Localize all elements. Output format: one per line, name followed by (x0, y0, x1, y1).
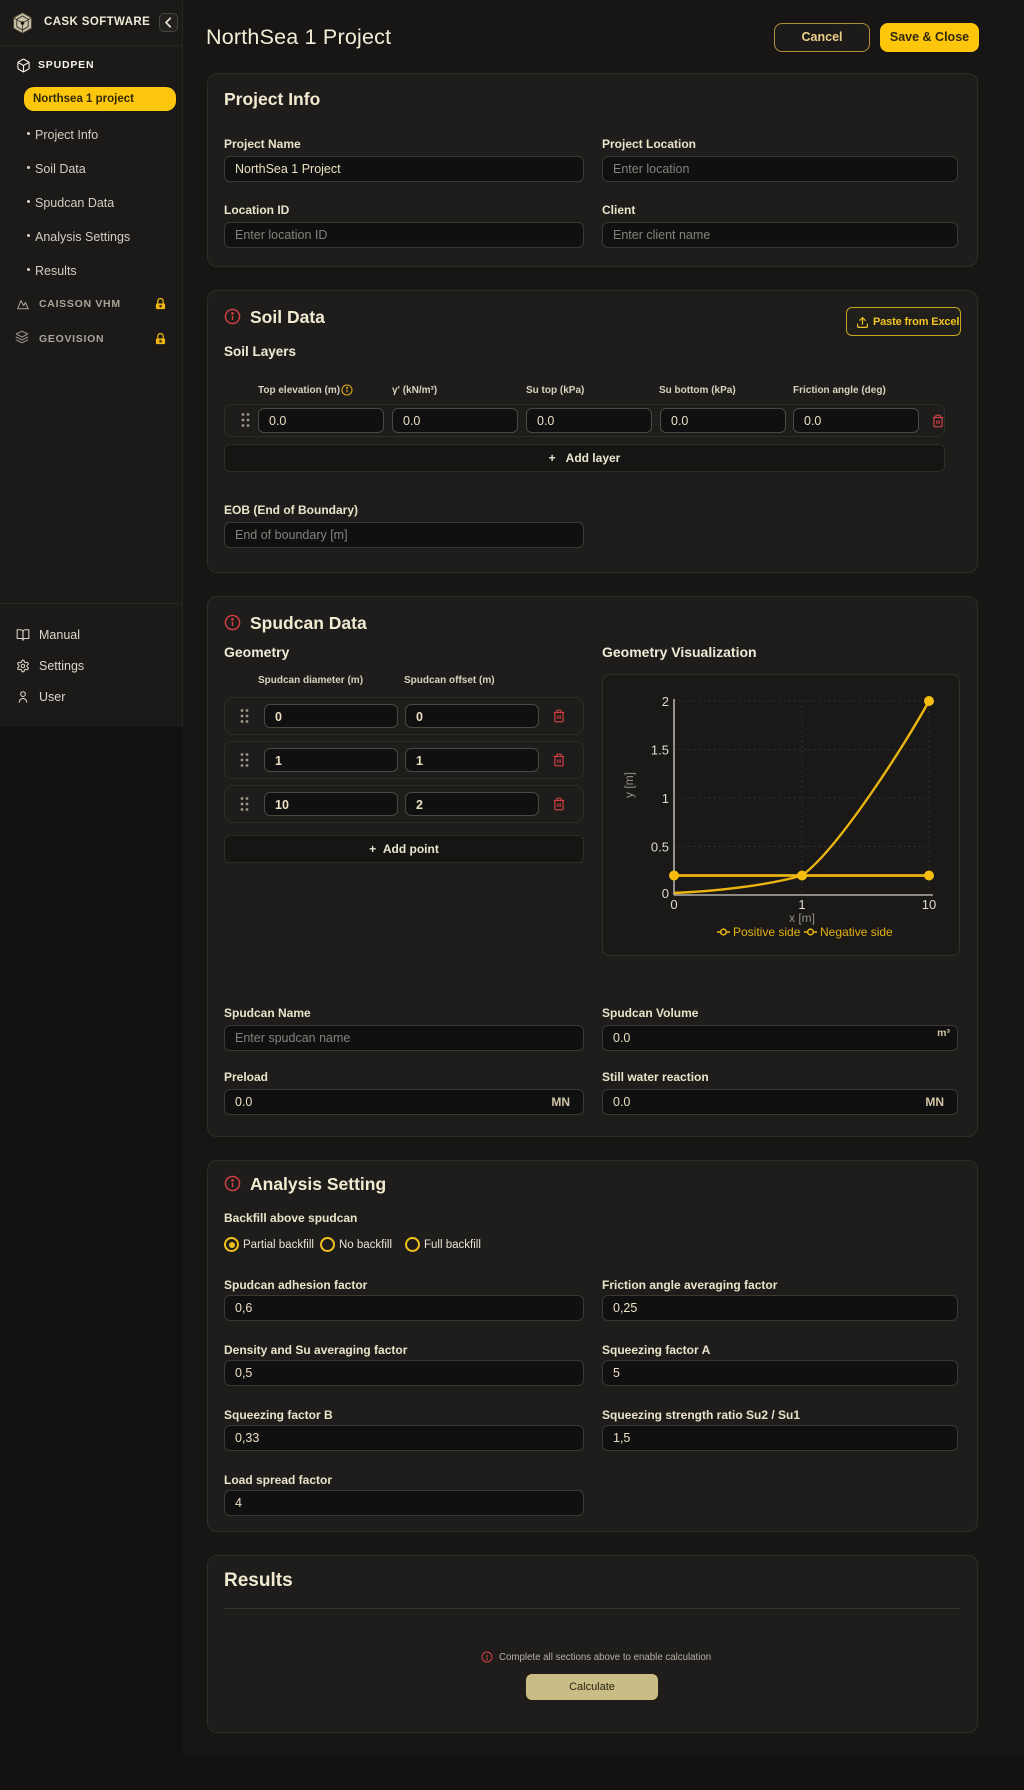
svg-text:1.5: 1.5 (651, 743, 669, 758)
svg-text:0.5: 0.5 (651, 840, 669, 855)
svg-text:y [m]: y [m] (622, 772, 636, 798)
svg-text:1: 1 (798, 897, 805, 912)
svg-text:10: 10 (922, 897, 936, 912)
svg-text:x [m]: x [m] (789, 911, 815, 925)
svg-text:2: 2 (662, 694, 669, 709)
svg-text:Negative side: Negative side (820, 925, 893, 939)
svg-text:0: 0 (662, 886, 669, 901)
svg-text:1: 1 (662, 791, 669, 806)
svg-text:0: 0 (670, 897, 677, 912)
svg-text:Positive side: Positive side (733, 925, 801, 939)
